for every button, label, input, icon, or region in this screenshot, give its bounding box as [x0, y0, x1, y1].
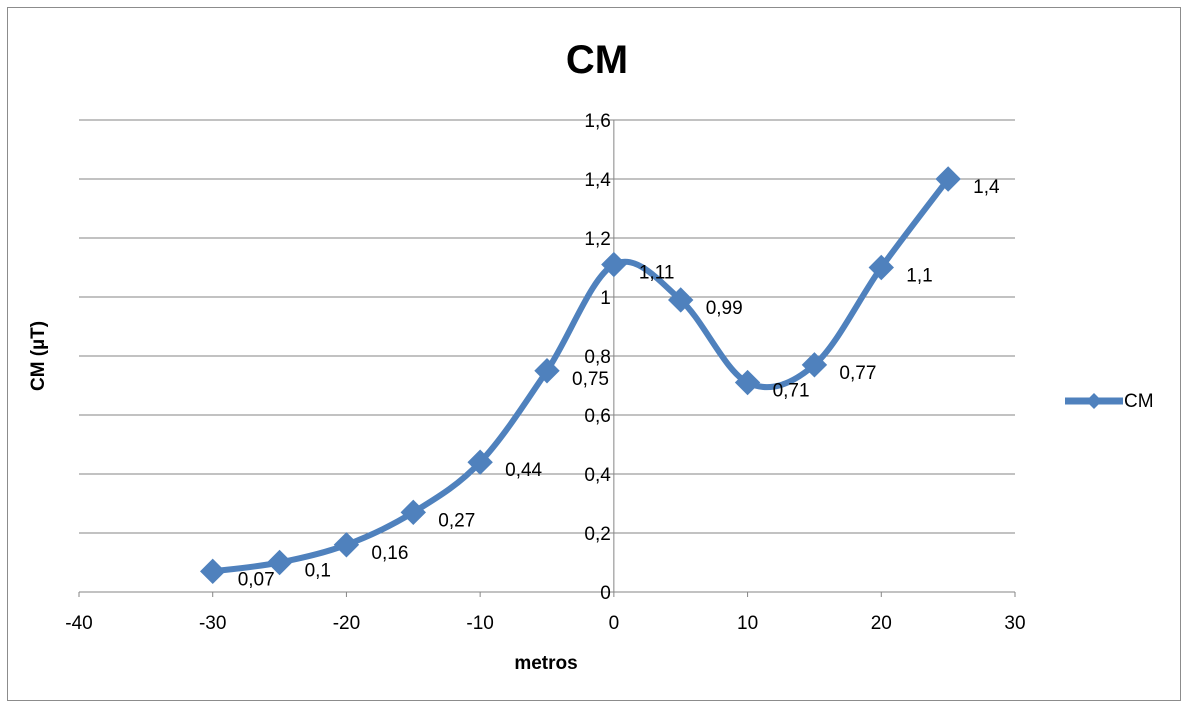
x-axis-title: metros [514, 653, 577, 674]
y-tick-label: 1 [600, 288, 611, 309]
x-tick-label: -30 [199, 613, 226, 634]
data-label: 0,77 [839, 363, 876, 384]
data-point-marker [935, 166, 961, 192]
gridlines [79, 119, 1015, 534]
data-label: 1,1 [906, 266, 932, 287]
y-tick-label: 1,4 [584, 170, 611, 191]
x-tick-label: -20 [333, 613, 360, 634]
data-point-marker [266, 549, 293, 576]
data-label: 0,1 [305, 561, 331, 582]
x-tick-label: 10 [737, 613, 758, 634]
data-label: 0,71 [773, 381, 810, 402]
y-tick-label: 0,4 [584, 465, 611, 486]
data-label: 0,44 [505, 460, 542, 481]
series-layer [200, 166, 961, 585]
data-label: 1,11 [639, 263, 675, 284]
data-point-marker [601, 251, 627, 278]
tick-labels: 0 0,2 0,4 0,6 0,8 1 1,2 1,4 1,6 -40 -30 -20 -10 0 10 20… [65, 111, 1025, 634]
y-tick-label: 1,6 [584, 111, 610, 132]
data-point-marker [734, 369, 761, 396]
x-tick-label: 30 [1004, 613, 1025, 634]
data-labels: 0,07 0,10,160,270,440,751,110,990,710,771… [238, 177, 1000, 590]
data-label: 0,07 [238, 569, 275, 590]
data-point-marker [467, 449, 493, 475]
y-tick-label: 1,2 [584, 229, 610, 250]
x-tick-label: 0 [609, 613, 620, 634]
data-label: 0,99 [706, 298, 743, 319]
data-point-marker [400, 499, 426, 526]
data-point-marker [333, 532, 360, 558]
legend-series-label: CM [1124, 391, 1154, 412]
data-label: 1,4 [973, 177, 1000, 198]
y-tick-label: 0,2 [584, 524, 610, 545]
x-tick-label: -40 [65, 613, 92, 634]
data-point-marker [200, 558, 226, 585]
y-axis-title: CM (µT) [28, 321, 49, 391]
chart-title: CM [566, 38, 628, 82]
data-point-marker [801, 352, 828, 378]
data-point-marker [868, 254, 894, 281]
data-label: 0,27 [438, 510, 475, 531]
axes [78, 119, 1016, 597]
x-tick-label: 20 [871, 613, 892, 634]
legend: CM [1065, 391, 1154, 412]
chart-frame [7, 7, 1181, 701]
x-tick-label: -10 [466, 613, 493, 634]
data-label: 0,16 [371, 543, 408, 564]
data-point-marker [534, 358, 560, 384]
data-label: 0,75 [572, 369, 609, 390]
y-tick-label: 0,8 [584, 347, 610, 368]
legend-series-marker [1086, 393, 1102, 409]
data-point-marker [668, 287, 694, 313]
y-tick-label: 0 [600, 583, 611, 604]
y-tick-label: 0,6 [584, 406, 610, 427]
